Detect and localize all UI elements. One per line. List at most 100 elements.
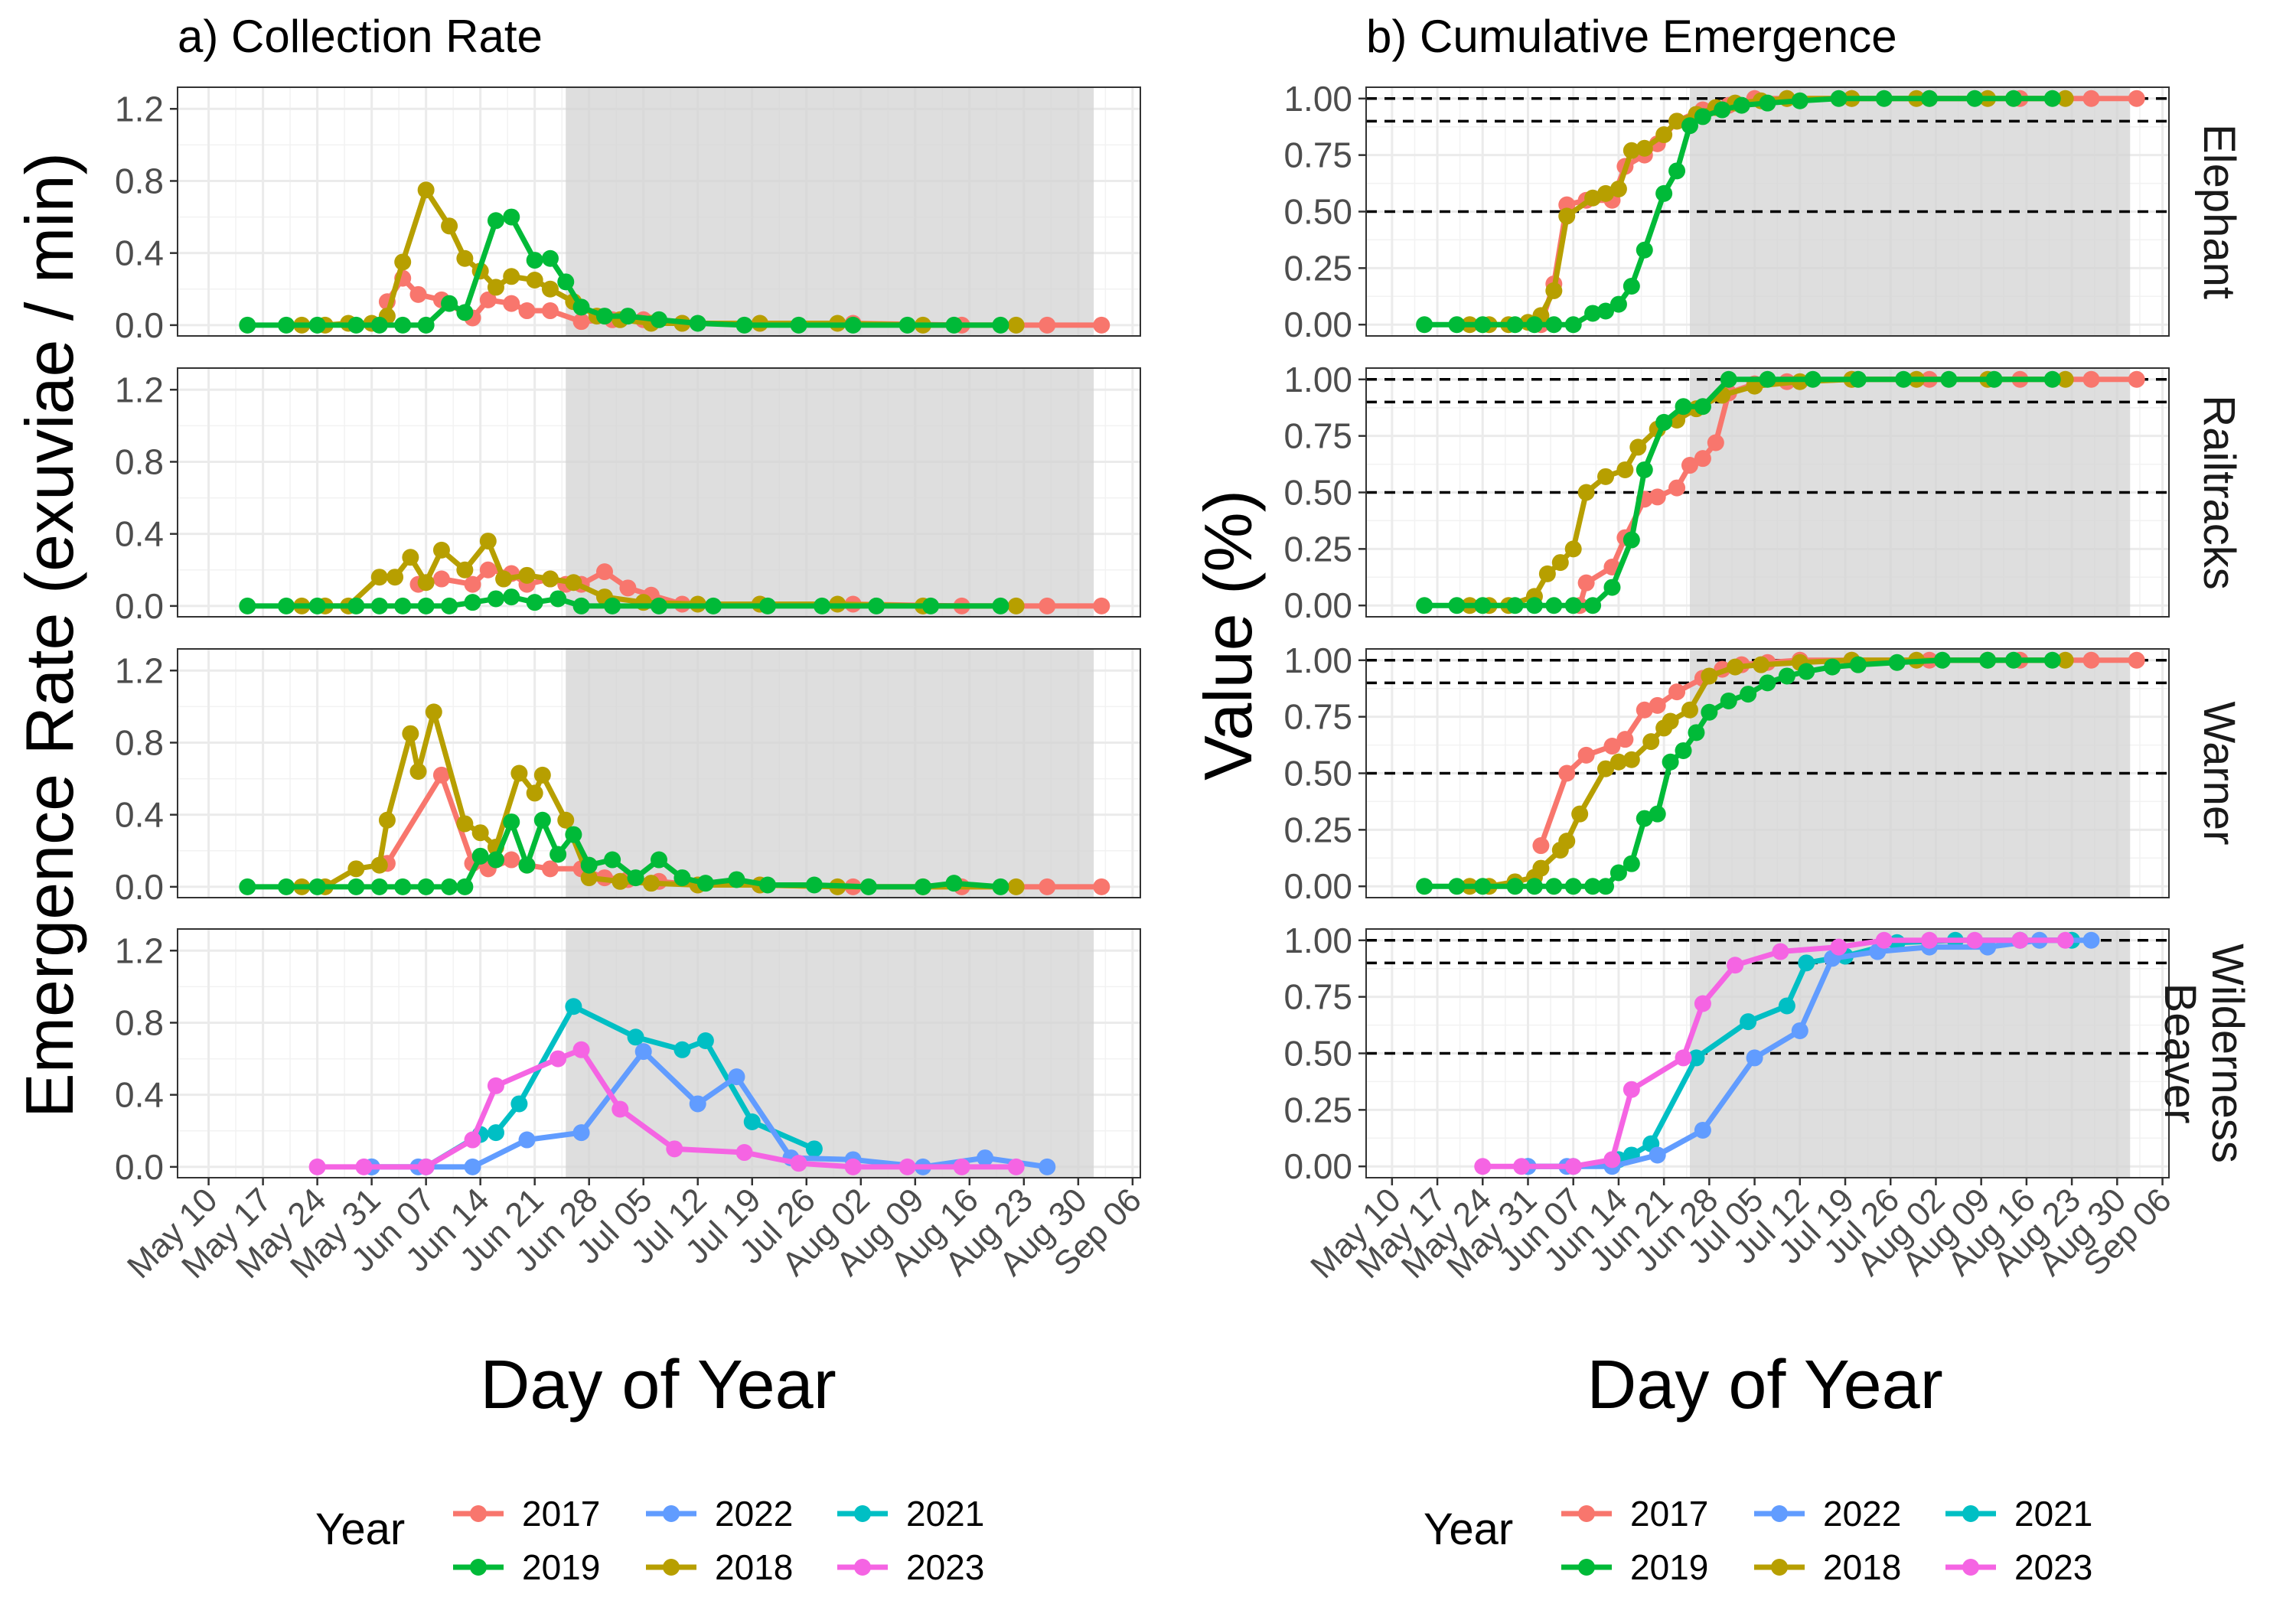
data-point bbox=[2056, 931, 2074, 949]
data-point bbox=[441, 295, 458, 312]
data-point bbox=[1985, 370, 2003, 388]
data-point bbox=[2043, 90, 2061, 107]
data-point bbox=[370, 316, 388, 334]
data-point bbox=[1694, 1121, 1711, 1139]
data-point bbox=[565, 826, 582, 843]
data-point bbox=[370, 597, 388, 614]
data-point bbox=[1636, 461, 1653, 478]
data-point bbox=[370, 878, 388, 895]
data-point bbox=[1740, 1013, 1757, 1031]
data-point bbox=[1603, 1151, 1621, 1169]
data-point bbox=[619, 308, 637, 325]
data-point bbox=[1824, 658, 1841, 676]
data-point bbox=[1668, 683, 1686, 701]
panel-border bbox=[177, 86, 1141, 337]
legend-title: Year bbox=[1424, 1504, 1513, 1554]
data-point bbox=[1714, 101, 1731, 119]
data-point bbox=[1603, 579, 1621, 596]
data-point bbox=[1875, 90, 1893, 107]
data-point bbox=[2128, 651, 2145, 669]
data-point bbox=[526, 252, 543, 269]
panel-border bbox=[177, 928, 1141, 1178]
data-point bbox=[977, 1149, 994, 1167]
data-point bbox=[386, 569, 404, 586]
series-2018 bbox=[293, 703, 1025, 895]
data-point bbox=[1603, 738, 1621, 755]
data-point bbox=[1649, 488, 1666, 506]
data-point bbox=[1694, 995, 1711, 1012]
data-point bbox=[432, 766, 450, 784]
data-point bbox=[308, 1158, 326, 1175]
data-point bbox=[992, 878, 1009, 895]
data-point bbox=[1545, 316, 1563, 334]
data-point bbox=[425, 703, 442, 721]
data-point bbox=[805, 1140, 823, 1158]
legend-item-2021: 2021 bbox=[837, 1494, 984, 1534]
data-point bbox=[2004, 90, 2022, 107]
data-point bbox=[595, 563, 613, 581]
data-point bbox=[1093, 878, 1110, 895]
right-panel-2: 0.00 0.25 0.50 0.75 1.00 Railtracks bbox=[1283, 360, 2244, 625]
data-point bbox=[572, 1041, 590, 1058]
series-2019 bbox=[239, 811, 1009, 895]
data-point bbox=[612, 1100, 629, 1118]
data-point bbox=[1545, 878, 1563, 895]
data-point bbox=[859, 878, 877, 895]
data-point bbox=[651, 851, 667, 869]
data-point bbox=[1039, 878, 1056, 895]
data-point bbox=[347, 316, 365, 334]
data-point bbox=[1668, 112, 1686, 130]
legend-label: 2021 bbox=[906, 1494, 984, 1534]
panels: 0.00.40.81.20.00.40.81.20.00.40.81.20.00… bbox=[115, 79, 2252, 1286]
facet-label: Elephant bbox=[2194, 124, 2244, 299]
data-point bbox=[572, 1124, 590, 1142]
data-point bbox=[1532, 859, 1550, 877]
data-point bbox=[479, 533, 497, 550]
legend-key-point bbox=[1578, 1505, 1595, 1522]
data-point bbox=[541, 280, 559, 298]
data-point bbox=[239, 878, 256, 895]
data-point bbox=[347, 597, 365, 614]
right-y-axis-label: Value (%) bbox=[1190, 490, 1266, 781]
data-point bbox=[992, 316, 1009, 334]
data-point bbox=[696, 1032, 714, 1050]
shaded-period bbox=[566, 649, 1094, 898]
data-point bbox=[394, 253, 412, 271]
data-point bbox=[1759, 370, 1776, 388]
data-point bbox=[409, 285, 427, 303]
data-point bbox=[471, 824, 489, 842]
legend-item-2021: 2021 bbox=[1945, 1494, 2092, 1534]
series-line bbox=[1424, 376, 2053, 608]
data-point bbox=[1655, 126, 1673, 144]
right-title: b) Cumulative Emergence bbox=[1366, 11, 1897, 62]
data-point bbox=[1609, 864, 1627, 882]
data-point bbox=[1920, 90, 1938, 107]
data-point bbox=[533, 766, 551, 784]
data-point bbox=[417, 181, 435, 199]
y-tick-label: 0.0 bbox=[115, 305, 164, 345]
right-panel-3: 0.00 0.25 0.50 0.75 1.00 Warner bbox=[1283, 641, 2244, 906]
data-point bbox=[1007, 316, 1025, 334]
data-point bbox=[1720, 370, 1737, 388]
facet-label: Warner bbox=[2194, 702, 2244, 846]
data-point bbox=[1564, 878, 1582, 895]
data-point bbox=[417, 574, 435, 592]
data-point bbox=[432, 541, 450, 559]
legend-item-2023: 2023 bbox=[1945, 1547, 2092, 1587]
data-point bbox=[604, 851, 621, 869]
data-point bbox=[666, 1140, 683, 1158]
data-point bbox=[673, 1041, 691, 1058]
data-point bbox=[1584, 189, 1602, 207]
data-point bbox=[1597, 760, 1615, 777]
data-point bbox=[503, 268, 520, 285]
data-point bbox=[689, 315, 706, 332]
data-point bbox=[1007, 878, 1025, 895]
data-point bbox=[1675, 1049, 1692, 1067]
data-point bbox=[1623, 278, 1640, 295]
legend-label: 2018 bbox=[715, 1547, 793, 1587]
legend-item-2022: 2022 bbox=[1754, 1494, 1901, 1534]
data-point bbox=[805, 876, 823, 894]
data-point bbox=[541, 860, 559, 878]
